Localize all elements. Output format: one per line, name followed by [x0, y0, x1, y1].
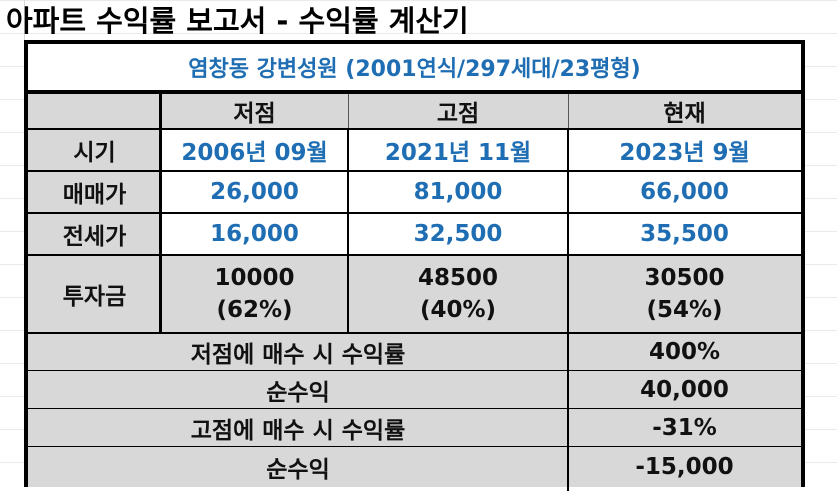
summary-label: 저점에 매수 시 수익률	[190, 342, 406, 368]
summary-label: 고점에 매수 시 수익률	[190, 417, 406, 444]
row-label-jeonse: 전세가	[28, 214, 161, 254]
header-row: 저점 고점 현재	[28, 94, 801, 128]
price-high: 81,000	[413, 179, 503, 205]
header-corner	[28, 94, 161, 128]
apartment-name: 염창동 강변성원 (2001연식/297세대/23평형)	[188, 57, 641, 82]
period-low: 2006년 09월	[181, 140, 328, 166]
table-row: 전세가 16,000 32,500 35,500	[28, 214, 801, 254]
divider	[28, 128, 801, 130]
investment-high-amount: 48500	[417, 265, 499, 291]
divider	[28, 90, 801, 94]
investment-current-amount: 30500	[644, 265, 725, 291]
summary-value: -31%	[652, 414, 717, 441]
divider	[28, 370, 801, 371]
summary-value: -15,000	[635, 454, 734, 480]
row-label-investment: 투자금	[62, 284, 127, 310]
price-low: 26,000	[210, 179, 299, 205]
table-row: 투자금 10000 (62%) 48500 (40%) 30500 (54%)	[28, 256, 801, 332]
jeonse-low: 16,000	[210, 221, 299, 247]
price-current: 66,000	[640, 179, 729, 205]
divider	[28, 408, 801, 409]
row-label-price: 매매가	[28, 172, 161, 212]
summary-row: 저점에 매수 시 수익률 400%	[28, 334, 801, 370]
investment-current-ratio: (54%)	[646, 297, 723, 323]
investment-current: 30500 (54%)	[568, 256, 801, 332]
row-label-period: 시기	[28, 130, 161, 170]
period-high: 2021년 11월	[384, 140, 532, 166]
jeonse-current: 35,500	[640, 221, 729, 247]
report-title: 아파트 수익률 보고서 - 수익률 계산기	[6, 4, 469, 38]
period-current: 2023년 9월	[619, 140, 750, 166]
summary-label: 순수익	[266, 379, 330, 406]
summary-row: 고점에 매수 시 수익률 -31%	[28, 409, 801, 446]
divider	[28, 332, 801, 334]
column-header-high: 고점	[436, 101, 480, 127]
summary-row: 순수익 -15,000	[28, 447, 801, 487]
divider	[348, 94, 349, 128]
divider	[28, 170, 801, 172]
table-row: 매매가 26,000 81,000 66,000	[28, 172, 801, 212]
divider	[567, 130, 569, 491]
investment-low-amount: 10000	[214, 265, 295, 291]
summary-value: 400%	[648, 339, 721, 365]
divider	[28, 254, 801, 256]
report-table: 염창동 강변성원 (2001연식/297세대/23평형) 저점 고점 현재 시기…	[24, 40, 805, 491]
column-header-low: 저점	[233, 101, 276, 127]
divider	[28, 212, 801, 214]
divider	[568, 94, 569, 128]
investment-low: 10000 (62%)	[161, 256, 348, 332]
divider	[347, 130, 349, 332]
investment-low-ratio: (62%)	[216, 297, 293, 323]
investment-high: 48500 (40%)	[348, 256, 568, 332]
column-header-current: 현재	[663, 101, 706, 127]
divider	[159, 94, 162, 332]
summary-label: 순수익	[266, 457, 330, 483]
investment-high-ratio: (40%)	[419, 297, 497, 323]
table-row: 시기 2006년 09월 2021년 11월 2023년 9월	[28, 130, 801, 170]
summary-value: 40,000	[640, 376, 729, 403]
apartment-row: 염창동 강변성원 (2001연식/297세대/23평형)	[28, 44, 801, 90]
summary-row: 순수익 40,000	[28, 371, 801, 408]
divider	[28, 446, 801, 447]
jeonse-high: 32,500	[413, 221, 503, 247]
